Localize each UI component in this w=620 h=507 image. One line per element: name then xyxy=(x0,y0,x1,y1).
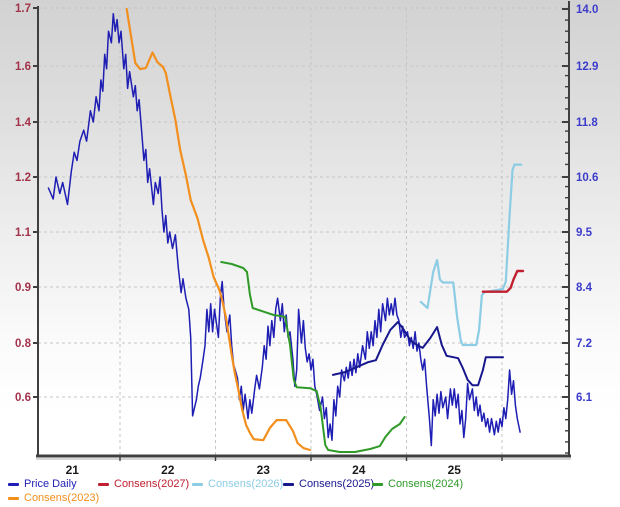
x-axis-year-label: 24 xyxy=(352,463,366,477)
series-line-consens_2027 xyxy=(481,269,525,293)
legend-dash-icon xyxy=(8,483,19,486)
left-axis-tick-label: 0.9 xyxy=(15,282,31,294)
legend-label: Consens(2026) xyxy=(208,478,284,490)
legend-item-consens_2025: Consens(2025) xyxy=(283,478,374,491)
x-axis-year-label: 25 xyxy=(448,463,462,477)
legend-label: Consens(2024) xyxy=(388,478,464,490)
legend-dash-icon xyxy=(192,483,203,486)
left-axis-tick-label: 1.6 xyxy=(15,61,31,73)
legend-label: Consens(2025) xyxy=(299,478,375,490)
x-axis-year-label: 21 xyxy=(66,463,80,477)
left-axis-tick-label: 1.7 xyxy=(15,3,31,15)
legend-dash-icon xyxy=(8,497,19,500)
x-axis-year-label: 22 xyxy=(161,463,175,477)
right-axis-tick-label: 9.5 xyxy=(576,227,593,239)
right-axis-tick-label: 12.9 xyxy=(576,61,598,73)
legend-label: Price Daily xyxy=(24,478,77,490)
x-axis-year-label: 23 xyxy=(257,463,271,477)
legend-label: Consens(2023) xyxy=(24,492,100,504)
right-axis-tick-label: 6.1 xyxy=(576,392,593,404)
series-line-consens_2024 xyxy=(220,261,406,453)
legend-item-consens_2026: Consens(2026) xyxy=(192,478,283,491)
left-axis-tick-label: 1.4 xyxy=(15,117,32,129)
right-axis-tick-label: 14.0 xyxy=(576,4,598,16)
left-axis-tick-label: 1.2 xyxy=(15,172,31,184)
series-line-price_daily xyxy=(47,13,521,447)
right-axis-tick-label: 7.2 xyxy=(576,338,592,350)
legend-dash-icon xyxy=(283,483,294,486)
right-axis-tick-label: 10.6 xyxy=(576,172,598,184)
legend-label: Consens(2027) xyxy=(114,478,190,490)
left-axis-tick-label: 0.8 xyxy=(15,338,32,350)
left-axis-tick-label: 0.6 xyxy=(15,392,31,404)
right-axis-tick-label: 11.8 xyxy=(576,117,598,129)
series-line-consens_2026 xyxy=(419,163,523,347)
right-axis-tick-label: 8.4 xyxy=(576,282,593,294)
series-line-consens_2023 xyxy=(125,7,312,452)
legend-item-consens_2023: Consens(2023) xyxy=(8,492,99,505)
legend-dash-icon xyxy=(98,483,109,486)
legend-dash-icon xyxy=(372,483,383,486)
left-axis-tick-label: 1.1 xyxy=(15,227,32,239)
legend-item-consens_2024: Consens(2024) xyxy=(372,478,463,491)
legend-item-consens_2027: Consens(2027) xyxy=(98,478,189,491)
series-line-consens_2025 xyxy=(332,321,504,387)
legend-item-price_daily: Price Daily xyxy=(8,478,77,491)
